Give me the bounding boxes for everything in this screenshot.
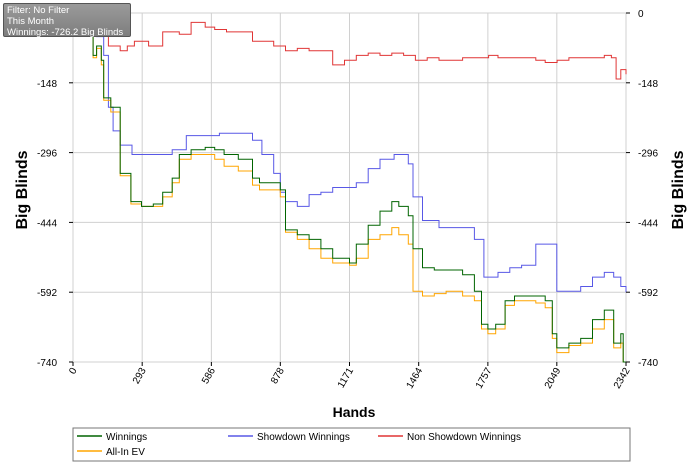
x-tick-label: 1757 [474, 366, 495, 391]
y-axis-title-left: Big Blinds [14, 150, 31, 229]
y-tick-label-left: -296 [37, 149, 57, 160]
x-tick-label: 586 [200, 366, 218, 386]
y-tick-label-left: -592 [37, 288, 57, 299]
series-lines [73, 12, 627, 363]
series-line-winnings [73, 12, 626, 363]
x-tick-label: 2049 [543, 366, 564, 391]
y-axis-right: 0 -148 -296 -444 -592 -740 [626, 9, 658, 369]
x-tick-label: 1171 [336, 366, 356, 391]
x-tick-label: 293 [131, 366, 149, 386]
y-axis-title-right: Big Blinds [670, 150, 687, 229]
legend: Winnings Showdown Winnings Non Showdown Wi… [72, 427, 631, 462]
y-tick-label-right: -592 [638, 288, 658, 299]
period-label: This Month [7, 16, 54, 27]
y-tick-label-left: -740 [37, 358, 57, 369]
y-tick-label-right: -296 [638, 149, 658, 160]
y-tick-label-left: -444 [37, 218, 57, 229]
x-tick-label: 878 [269, 366, 287, 386]
legend-label-all-in-ev: All-In EV [106, 447, 145, 458]
y-tick-label-right: -148 [638, 79, 658, 90]
y-tick-label-left: -148 [37, 79, 57, 90]
series-line-showdown-winnings [73, 12, 627, 293]
x-tick-label: 1464 [405, 366, 426, 391]
x-tick-label: 2342 [612, 366, 633, 391]
winnings-label: Winnings: -726.2 Big Blinds [7, 27, 124, 38]
info-box: Filter: No Filter This Month Winnings: -… [3, 3, 131, 38]
legend-box [72, 427, 631, 462]
series-line-non-showdown-winnings [73, 12, 627, 80]
legend-label-non-showdown-winnings: Non Showdown Winnings [407, 432, 521, 443]
y-tick-label-right: -740 [638, 358, 658, 369]
x-tick-label: 0 [67, 366, 80, 377]
y-axis-left: 0-148-296-444-592-740 [37, 9, 73, 369]
legend-label-winnings: Winnings [106, 432, 147, 443]
x-axis-title: Hands [333, 404, 376, 420]
y-tick-label-right: 0 [638, 9, 644, 20]
x-axis: 0 293 586 878 1171 1464 1757 2049 2342 [67, 362, 633, 391]
legend-label-showdown-winnings: Showdown Winnings [257, 432, 350, 443]
y-tick-label-right: -444 [638, 218, 658, 229]
filter-label: Filter: No Filter [7, 5, 70, 16]
